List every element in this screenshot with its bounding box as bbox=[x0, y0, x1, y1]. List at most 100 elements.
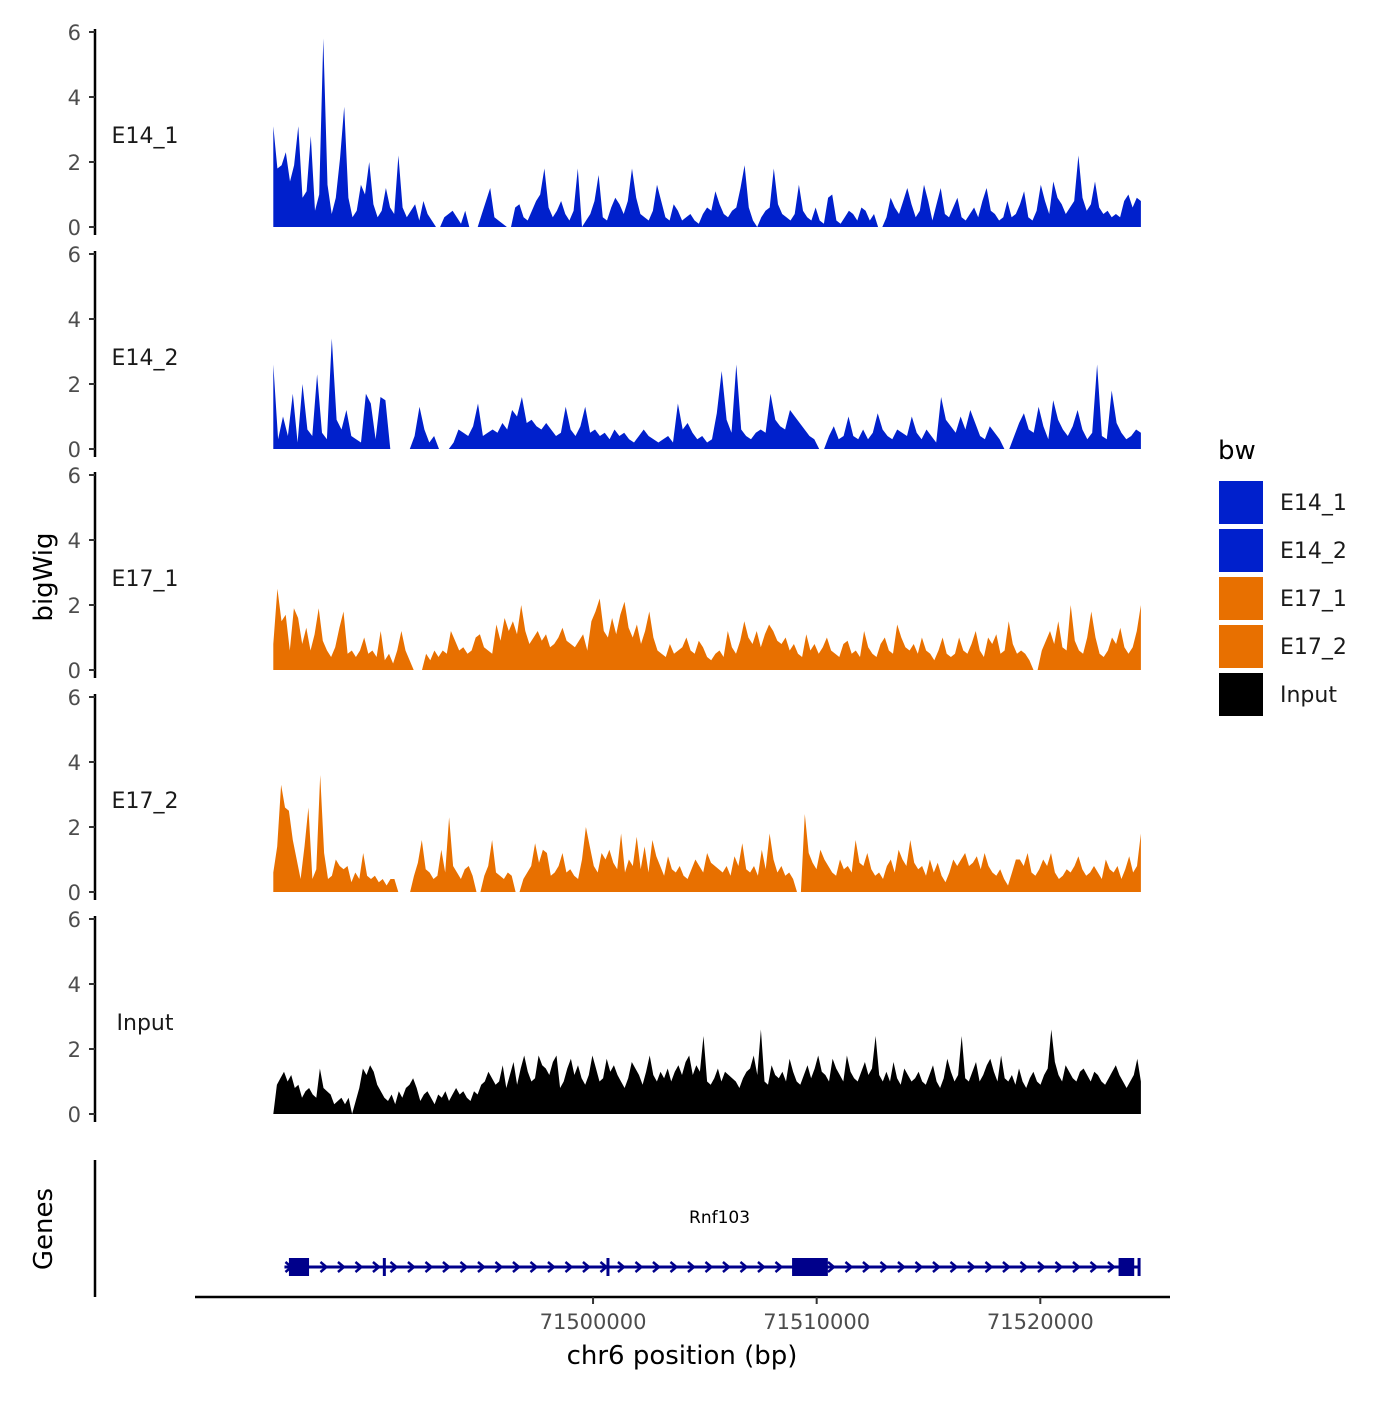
gene-exon bbox=[1118, 1258, 1135, 1276]
gene-exon bbox=[792, 1258, 828, 1276]
legend: bw E14_1 E14_2 E17_1 E17_2 Input bbox=[1218, 436, 1347, 716]
legend-swatch-e14-1 bbox=[1219, 481, 1263, 524]
strand-arrow bbox=[844, 1261, 854, 1273]
y-tick-label: 0 bbox=[68, 659, 81, 683]
legend-item-e17-1: E17_1 bbox=[1219, 577, 1347, 620]
legend-title: bw bbox=[1218, 436, 1256, 466]
y-axis-title: bigWig bbox=[29, 532, 59, 621]
track-panel-e14-1: 0 2 4 6 E14_1 bbox=[68, 21, 1141, 240]
strand-arrow bbox=[512, 1261, 521, 1273]
legend-item-e14-1: E14_1 bbox=[1219, 481, 1347, 524]
strand-arrow bbox=[372, 1261, 381, 1273]
strand-arrow bbox=[687, 1261, 696, 1273]
gene-model-rnf103 bbox=[284, 1258, 1141, 1276]
strand-arrow bbox=[652, 1261, 661, 1273]
strand-arrow bbox=[1054, 1261, 1064, 1273]
legend-swatch-input bbox=[1219, 673, 1263, 716]
coverage-area-e14-2 bbox=[273, 338, 1141, 449]
coverage-area-e17-1 bbox=[273, 588, 1141, 670]
legend-label-e17-2: E17_2 bbox=[1280, 635, 1347, 660]
track-panel-e17-1: 0 2 4 6 E17_1 bbox=[68, 464, 1141, 683]
coverage-area-e14-1 bbox=[273, 38, 1141, 227]
x-tick-label: 71520000 bbox=[987, 1310, 1094, 1334]
y-axis-input: 0 2 4 6 bbox=[68, 908, 97, 1127]
track-label-input: Input bbox=[117, 1011, 174, 1036]
track-label-e14-2: E14_2 bbox=[112, 346, 179, 371]
y-tick-label: 4 bbox=[68, 751, 81, 775]
strand-arrow bbox=[1107, 1261, 1116, 1273]
y-tick-label: 4 bbox=[68, 308, 81, 332]
gene-label-rnf103: Rnf103 bbox=[689, 1208, 750, 1228]
strand-arrow bbox=[564, 1261, 574, 1273]
strand-arrow bbox=[442, 1261, 451, 1273]
strand-arrow bbox=[949, 1261, 959, 1273]
y-axis-e14-1: 0 2 4 6 bbox=[68, 21, 97, 240]
y-tick-label: 0 bbox=[68, 1103, 81, 1127]
track-panel-e14-2: 0 2 4 6 E14_2 bbox=[68, 243, 1141, 462]
y-tick-label: 2 bbox=[68, 816, 81, 840]
genes-track: Genes Rnf103 bbox=[29, 1160, 1141, 1297]
strand-arrow bbox=[354, 1261, 364, 1273]
strand-arrow bbox=[722, 1261, 731, 1273]
legend-item-e14-2: E14_2 bbox=[1219, 529, 1347, 572]
strand-arrow bbox=[1037, 1261, 1046, 1273]
y-tick-label: 0 bbox=[68, 438, 81, 462]
y-tick-label: 0 bbox=[68, 216, 81, 240]
x-axis-ticks: 71500000 71510000 71520000 bbox=[540, 1297, 1094, 1334]
strand-arrow bbox=[459, 1261, 469, 1273]
strand-arrow bbox=[1072, 1261, 1081, 1273]
strand-arrow bbox=[1019, 1261, 1029, 1273]
strand-arrow bbox=[1089, 1261, 1099, 1273]
y-axis-e17-1: 0 2 4 6 bbox=[68, 464, 97, 683]
strand-arrow bbox=[582, 1261, 591, 1273]
x-axis-title: chr6 position (bp) bbox=[567, 1341, 798, 1371]
legend-label-input: Input bbox=[1280, 683, 1337, 708]
y-tick-label: 6 bbox=[68, 464, 81, 488]
strand-arrow bbox=[739, 1261, 749, 1273]
legend-swatch-e14-2 bbox=[1219, 529, 1263, 572]
strand-arrow bbox=[477, 1261, 486, 1273]
track-panel-e17-2: 0 2 4 6 E17_2 bbox=[68, 686, 1141, 905]
y-tick-label: 4 bbox=[68, 973, 81, 997]
legend-item-input: Input bbox=[1219, 673, 1337, 716]
strand-arrow bbox=[757, 1261, 766, 1273]
coverage-area-e17-2 bbox=[273, 775, 1141, 892]
y-tick-label: 2 bbox=[68, 594, 81, 618]
strand-arrow bbox=[319, 1261, 329, 1273]
y-tick-label: 4 bbox=[68, 86, 81, 110]
strand-arrow bbox=[897, 1261, 906, 1273]
gene-exon bbox=[382, 1258, 386, 1276]
y-tick-label: 6 bbox=[68, 21, 81, 45]
legend-swatch-e17-1 bbox=[1219, 577, 1263, 620]
y-tick-label: 6 bbox=[68, 243, 81, 267]
strand-arrow bbox=[984, 1261, 994, 1273]
strand-arrow bbox=[932, 1261, 941, 1273]
coverage-area-input bbox=[273, 1029, 1141, 1114]
track-panel-input: 0 2 4 6 Input bbox=[68, 908, 1141, 1127]
y-tick-label: 2 bbox=[68, 373, 81, 397]
y-tick-label: 0 bbox=[68, 881, 81, 905]
strand-arrow bbox=[914, 1261, 924, 1273]
x-tick-label: 71510000 bbox=[763, 1310, 870, 1334]
track-label-e17-2: E17_2 bbox=[112, 789, 179, 814]
strand-arrow bbox=[774, 1261, 784, 1273]
y-axis-e14-2: 0 2 4 6 bbox=[68, 243, 97, 462]
legend-swatch-e17-2 bbox=[1219, 625, 1263, 668]
track-label-e14-1: E14_1 bbox=[112, 124, 179, 149]
genes-track-title: Genes bbox=[29, 1188, 59, 1270]
strand-arrow bbox=[494, 1261, 504, 1273]
gene-exon bbox=[606, 1258, 610, 1276]
x-axis: 71500000 71510000 71520000 chr6 position (… bbox=[195, 1295, 1170, 1371]
strand-arrow bbox=[704, 1261, 714, 1273]
y-tick-label: 2 bbox=[68, 1038, 81, 1062]
legend-label-e14-1: E14_1 bbox=[1280, 491, 1347, 516]
strand-arrow bbox=[529, 1261, 539, 1273]
track-label-e17-1: E17_1 bbox=[112, 567, 179, 592]
strand-arrow bbox=[389, 1261, 399, 1273]
strand-arrow bbox=[424, 1261, 434, 1273]
legend-label-e14-2: E14_2 bbox=[1280, 539, 1347, 564]
legend-label-e17-1: E17_1 bbox=[1280, 587, 1347, 612]
legend-item-e17-2: E17_2 bbox=[1219, 625, 1347, 668]
